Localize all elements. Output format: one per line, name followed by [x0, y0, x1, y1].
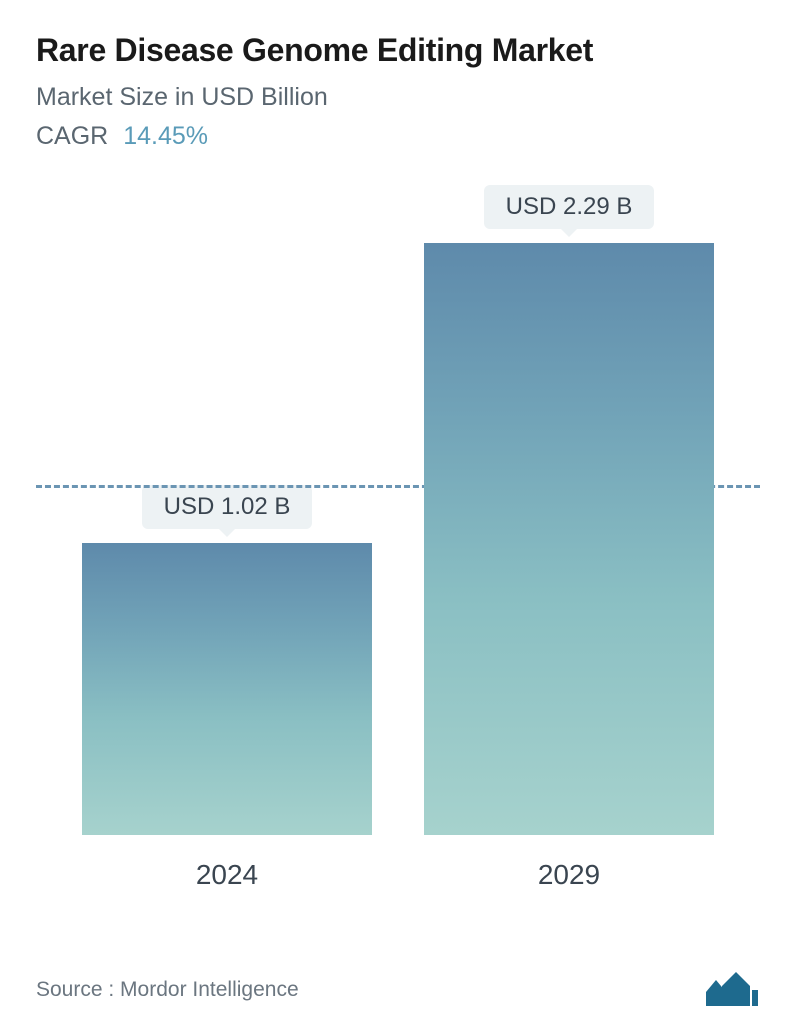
cagr-label: CAGR — [36, 122, 108, 150]
chart-subtitle: Market Size in USD Billion — [36, 83, 760, 112]
x-label-2024: 2024 — [82, 859, 372, 891]
logo-icon — [704, 972, 760, 1008]
x-label-2029: 2029 — [424, 859, 714, 891]
cagr-value: 14.45% — [123, 122, 208, 150]
bar-2024 — [82, 543, 372, 835]
value-label-2029: USD 2.29 B — [484, 185, 655, 229]
x-axis-labels: 2024 2029 — [36, 859, 760, 891]
value-label-2024: USD 1.02 B — [142, 485, 313, 529]
chart-area: USD 1.02 B USD 2.29 B 2024 2029 — [36, 171, 760, 891]
chart-title: Rare Disease Genome Editing Market — [36, 32, 760, 69]
chart-container: Rare Disease Genome Editing Market Marke… — [0, 0, 796, 1034]
bars-wrapper: USD 1.02 B USD 2.29 B — [36, 171, 760, 835]
bar-2029 — [424, 243, 714, 835]
bar-group-2029: USD 2.29 B — [424, 185, 714, 835]
source-text: Source : Mordor Intelligence — [36, 978, 299, 1002]
cagr-row: CAGR 14.45% — [36, 122, 760, 151]
bar-group-2024: USD 1.02 B — [82, 485, 372, 835]
brand-logo — [704, 972, 760, 1008]
chart-footer: Source : Mordor Intelligence — [36, 972, 760, 1008]
